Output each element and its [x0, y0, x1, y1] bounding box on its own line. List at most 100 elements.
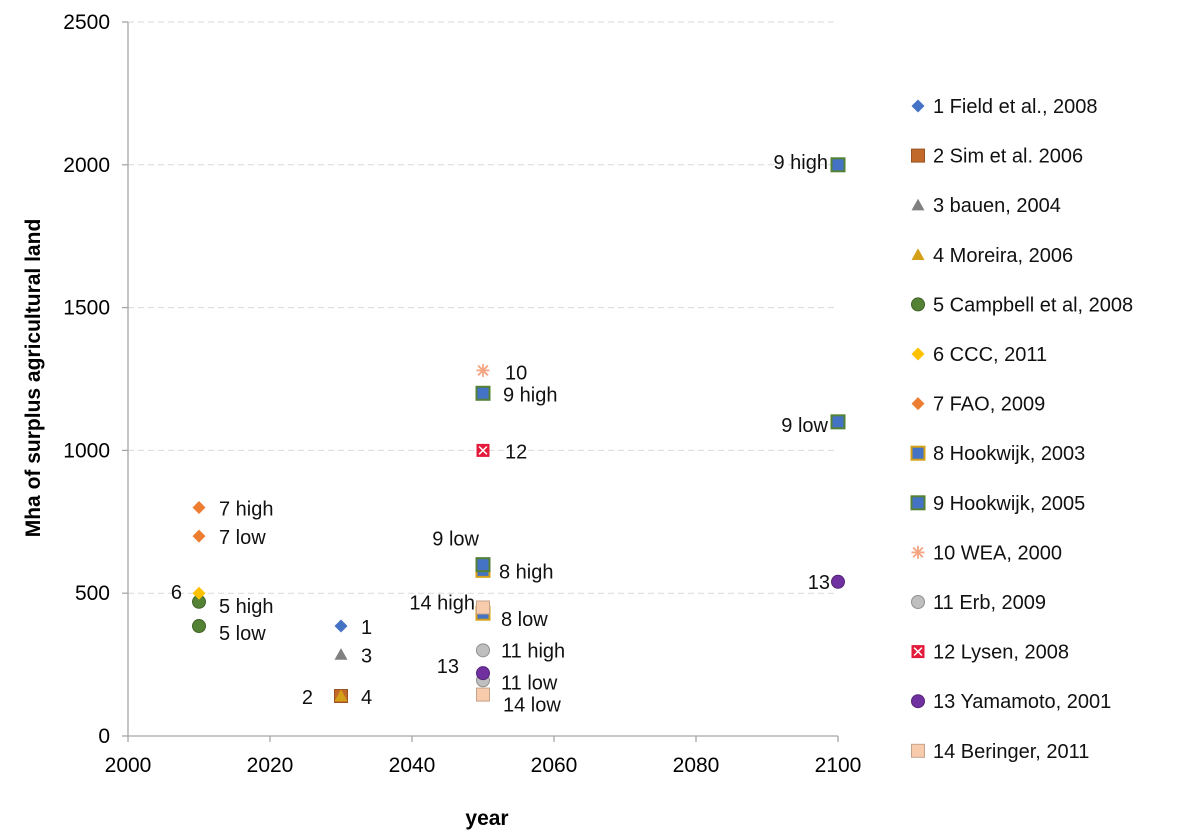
point-marker [334, 689, 348, 702]
point-label: 9 low [781, 415, 828, 437]
legend-item: 5 Campbell et al, 2008 [911, 294, 1133, 316]
legend-marker [911, 397, 925, 411]
point-label: 12 [505, 441, 527, 463]
point-marker [476, 666, 490, 681]
legend-marker [911, 148, 925, 163]
x-tick-label: 2040 [389, 754, 436, 777]
point-marker [830, 157, 846, 173]
legend-marker [910, 445, 926, 461]
y-tick-label: 2500 [63, 11, 110, 34]
point-label: 9 low [432, 529, 479, 551]
point-label: 8 low [501, 609, 548, 631]
point-label: 5 high [219, 596, 274, 618]
axes: 0 500 1000 1500 2000 2500 2000 2020 2040 2060 2080… [63, 11, 861, 777]
point-label: 1 [361, 617, 372, 639]
legend-label: 12 Lysen, 2008 [933, 642, 1069, 664]
point-marker [476, 643, 490, 658]
legend-item: 7 FAO, 2009 [911, 394, 1045, 416]
point-label: 7 low [219, 527, 266, 549]
legend-marker [911, 198, 925, 211]
legend-label: 10 WEA, 2000 [933, 542, 1062, 564]
point-marker [476, 363, 490, 377]
point-label: 4 [361, 687, 372, 709]
point-marker [830, 414, 846, 430]
legend-label: 7 FAO, 2009 [933, 394, 1045, 416]
point-label: 9 high [503, 384, 558, 406]
point-marker [475, 385, 491, 401]
point-label: 7 high [219, 499, 274, 521]
y-tick-label: 0 [98, 725, 110, 748]
legend-item: 1 Field et al., 2008 [911, 96, 1098, 118]
legend-label: 4 Moreira, 2006 [933, 245, 1073, 267]
legend-label: 1 Field et al., 2008 [933, 96, 1098, 118]
legend-marker [911, 545, 925, 559]
legend-item: 13 Yamamoto, 2001 [911, 691, 1111, 713]
legend-item: 11 Erb, 2009 [911, 592, 1046, 614]
point-label: 8 high [499, 561, 554, 583]
legend-item: 2 Sim et al. 2006 [911, 146, 1083, 168]
legend-marker [911, 645, 925, 659]
legend-label: 5 Campbell et al, 2008 [933, 294, 1133, 316]
legend-label: 6 CCC, 2011 [933, 344, 1047, 366]
point-marker [334, 619, 348, 633]
legend-marker [911, 99, 925, 113]
legend-marker [911, 694, 925, 709]
legend-label: 2 Sim et al. 2006 [933, 146, 1083, 168]
point-label: 13 [437, 656, 459, 678]
point-marker [192, 619, 206, 634]
y-tick-label: 500 [75, 582, 110, 605]
point-marker [476, 687, 490, 702]
x-tick-label: 2020 [247, 754, 294, 777]
legend-marker [911, 743, 925, 758]
legend-marker [911, 347, 925, 361]
legend-marker [911, 297, 925, 312]
legend-item: 3 bauen, 2004 [911, 195, 1061, 217]
y-axis-title: Mha of surplus agricultural land [22, 219, 45, 538]
legend-marker [911, 248, 925, 260]
legend-label: 11 Erb, 2009 [933, 592, 1046, 614]
legend: 1 Field et al., 2008 2 Sim et al. 2006 3 b… [910, 96, 1133, 763]
point-label: 11 low [501, 672, 558, 694]
legend-item: 14 Beringer, 2011 [911, 741, 1089, 763]
legend-item: 10 WEA, 2000 [911, 542, 1062, 564]
x-tick-label: 2080 [673, 754, 720, 777]
data-points [192, 157, 846, 704]
point-marker [192, 529, 206, 543]
point-label: 5 low [219, 623, 266, 645]
y-tick-label: 1500 [63, 297, 110, 320]
point-label: 3 [361, 646, 372, 668]
y-tick-label: 2000 [63, 154, 110, 177]
legend-item: 8 Hookwijk, 2003 [910, 443, 1085, 465]
point-marker [192, 586, 206, 600]
legend-label: 8 Hookwijk, 2003 [933, 443, 1085, 465]
point-marker [476, 443, 490, 457]
x-tick-label: 2100 [815, 754, 862, 777]
legend-marker [911, 595, 925, 609]
legend-label: 14 Beringer, 2011 [933, 741, 1089, 763]
point-marker [476, 600, 490, 615]
y-tick-label: 1000 [63, 439, 110, 462]
legend-item: 6 CCC, 2011 [911, 344, 1047, 366]
point-label: 14 low [503, 695, 561, 717]
point-marker [334, 648, 348, 660]
legend-label: 3 bauen, 2004 [933, 195, 1061, 217]
point-label: 10 [505, 362, 527, 384]
point-label: 13 [808, 572, 830, 594]
point-label: 2 [302, 687, 313, 709]
point-label: 11 high [501, 640, 565, 662]
x-axis-title: year [465, 807, 508, 830]
point-label: 9 high [774, 152, 829, 174]
point-marker [192, 501, 206, 515]
x-tick-label: 2060 [531, 754, 578, 777]
legend-label: 13 Yamamoto, 2001 [933, 691, 1111, 713]
legend-item: 12 Lysen, 2008 [911, 642, 1069, 664]
point-label: 14 high [409, 592, 475, 614]
point-marker [475, 557, 491, 573]
legend-label: 9 Hookwijk, 2005 [933, 493, 1085, 515]
point-label: 6 [171, 582, 182, 604]
x-tick-label: 2000 [105, 754, 152, 777]
legend-item: 4 Moreira, 2006 [911, 245, 1073, 267]
point-marker [831, 574, 845, 589]
